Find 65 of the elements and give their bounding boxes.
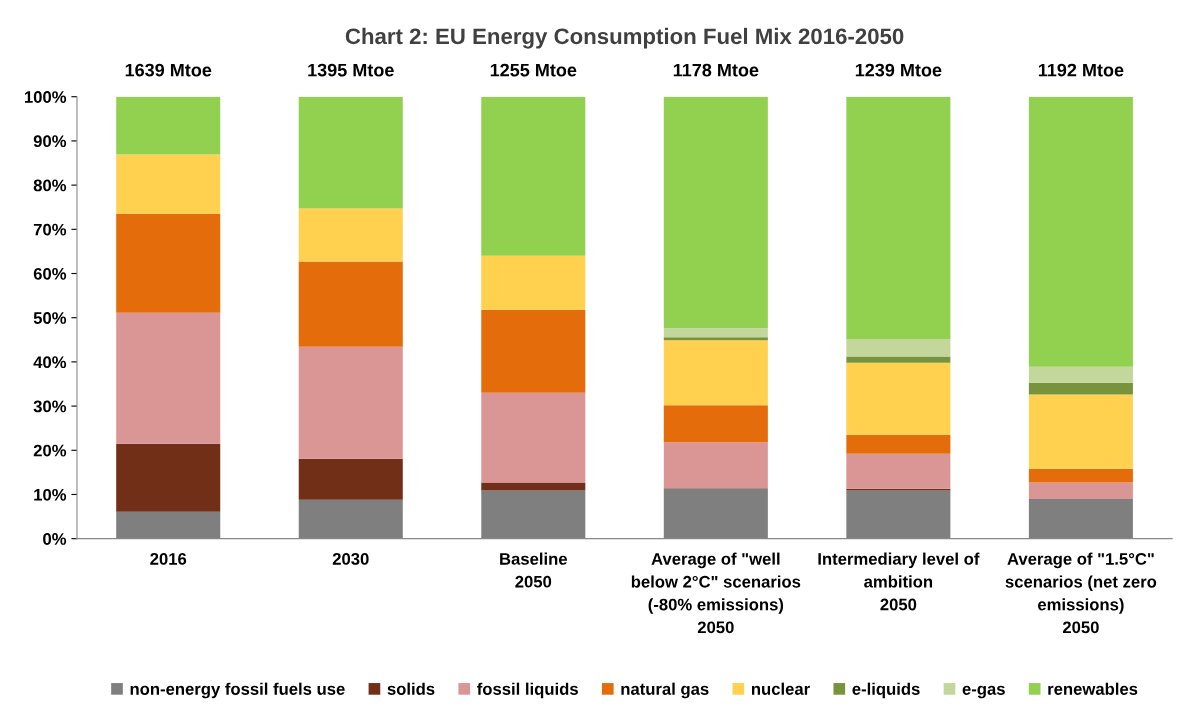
y-tick-label: 10% [34,488,67,501]
legend-label: natural gas [621,682,709,699]
x-tick-label: 2016 [150,553,187,565]
bar [116,443,221,512]
bar [116,96,221,155]
bar [1028,96,1133,367]
annotation: 1395 Mtoe [308,63,394,77]
bar [116,213,221,313]
bar [663,337,768,341]
annotation: 1178 Mtoe [673,63,759,77]
x-tick-label: Average of "well below 2°C" scenarios (-80% emissions) 2050 [631,552,801,634]
annotation: 1239 Mtoe [855,63,942,77]
bar [1028,366,1133,383]
bar [663,328,768,338]
x-tick-label: Intermediary level of ambition 2050 [818,552,980,611]
legend-label: nuclear [751,682,810,695]
legend-label: e-liquids [852,682,920,699]
y-tick-label: 60% [33,267,67,280]
legend-label: non-energy fossil fuels use [130,682,345,699]
bar [846,434,951,454]
y-tick-label: 80% [33,179,67,192]
bar [298,208,403,262]
bar [298,96,403,209]
legend-label: e-gas [962,685,1005,699]
bar [1028,382,1133,395]
legend-label: solids [387,682,435,695]
y-tick-label: 90% [33,135,67,148]
bar [298,346,403,459]
bar [481,392,586,483]
bar [481,255,586,310]
legend-label: fossil liquids [477,682,578,699]
bar [298,458,403,500]
bar [846,96,951,339]
bar [846,362,951,435]
chart-title: Chart 2: EU Energy Consumption Fuel Mix 2016-2050 [345,27,904,49]
bar [1028,482,1133,499]
bar [481,309,586,393]
bar [663,340,768,406]
bar [846,356,951,363]
x-tick-label: Baseline 2050 [500,552,567,588]
bar [298,261,403,347]
annotation: 1639 Mtoe [125,63,212,77]
bar [1028,468,1133,483]
y-tick-label: 100% [24,91,67,103]
y-tick-label: 50% [33,312,67,324]
legend-label: renewables [1048,682,1138,695]
bar [481,96,586,256]
y-tick-label: 70% [33,223,67,236]
bar [846,453,951,489]
bar [1028,394,1133,469]
bar [663,96,768,329]
y-tick-label: 20% [33,444,67,457]
bar [663,405,768,443]
x-tick-label: 2030 [332,553,369,565]
bar [663,442,768,489]
y-tick-label: 0% [43,533,67,545]
bar [481,482,586,491]
x-tick-label: Average of "1.5°C" scenarios (net zero emissions) 2050 [1005,552,1157,634]
annotation: 1255 Mtoe [490,63,577,77]
bar [846,338,951,357]
y-tick-label: 40% [33,356,67,369]
bar [116,312,221,444]
annotation: 1192 Mtoe [1038,63,1124,77]
bar [116,154,221,214]
y-tick-label: 30% [33,400,67,413]
